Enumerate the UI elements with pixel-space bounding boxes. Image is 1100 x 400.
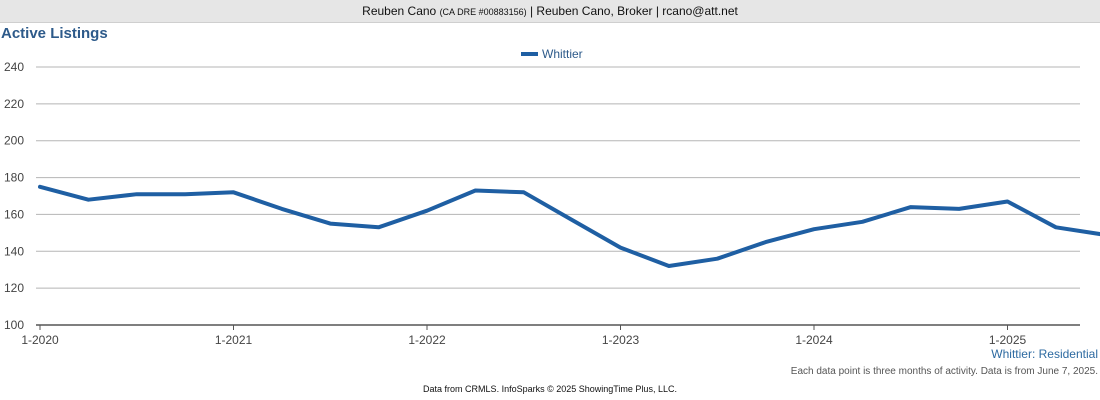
legend-label: Whittier: [542, 47, 583, 61]
header-bar: Reuben Cano (CA DRE #00883156) | Reuben …: [0, 0, 1100, 23]
data-source: Data from CRMLS. InfoSparks © 2025 Showi…: [423, 384, 677, 394]
x-tick-label: 1-2022: [408, 333, 446, 345]
data-note: Each data point is three months of activ…: [790, 366, 1098, 377]
x-tick-label: 1-2023: [602, 333, 640, 345]
chart-title: Active Listings: [1, 25, 108, 42]
y-tick-label: 140: [4, 244, 24, 258]
agent-contact: | Reuben Cano, Broker | rcano@att.net: [529, 4, 738, 18]
series-lines: [38, 184, 1100, 268]
y-tick-label: 120: [4, 281, 24, 295]
legend: Whittier: [521, 47, 583, 61]
grid-lines: [36, 66, 1080, 289]
y-tick-label: 240: [4, 60, 24, 74]
series-line-whittier: [38, 184, 1100, 268]
y-tick-label: 160: [4, 207, 24, 221]
y-tick-label: 220: [4, 97, 24, 111]
series-footer-label: Whittier: Residential: [991, 347, 1098, 361]
y-tick-label: 100: [4, 318, 24, 332]
agent-license: (CA DRE #00883156): [439, 7, 527, 17]
x-tick-label: 1-2020: [21, 333, 59, 345]
x-tick-label: 1-2025: [989, 333, 1027, 345]
y-tick-label: 180: [4, 171, 24, 185]
y-tick-label: 200: [4, 134, 24, 148]
agent-name: Reuben Cano: [362, 4, 437, 18]
y-axis: 100 120 140 160 180 200 220 240: [4, 60, 24, 332]
x-tick-label: 1-2021: [215, 333, 253, 345]
x-tick-label: 1-2024: [795, 333, 833, 345]
x-axis: 1-2020 1-2021 1-2022 1-2023 1-2024 1-2025: [21, 324, 1080, 345]
